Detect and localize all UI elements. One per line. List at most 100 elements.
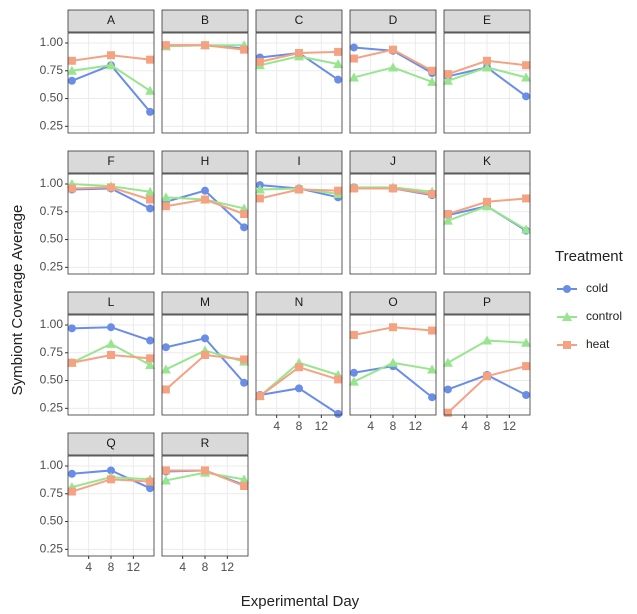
strip-label: I [297,154,300,168]
point [442,215,453,225]
point [67,324,76,333]
strip-label: C [295,13,304,27]
point [427,76,438,86]
point [146,354,155,363]
point [483,197,491,206]
point [349,184,358,193]
point [201,466,209,475]
strip [349,291,437,315]
panel-border [443,173,531,275]
x-tick-label: 4 [367,419,374,433]
strip [161,150,249,174]
point [240,482,249,490]
point [522,362,531,371]
point [240,210,249,218]
strip-label: F [107,154,114,168]
strip-label: K [483,154,491,168]
point [348,376,359,386]
point [334,75,343,84]
panel-border [349,173,437,275]
strip [349,9,437,33]
legend-title: Treatment [555,248,624,265]
point [146,107,155,116]
point [295,185,303,194]
point [254,184,265,194]
y-tick-label: 0.75 [40,345,64,359]
point [160,475,171,485]
strip-label: A [107,13,115,27]
y-tick-label: 0.50 [40,91,64,105]
x-tick-label: 8 [390,419,397,433]
x-tick-label: 12 [409,419,423,433]
point [442,75,453,85]
point [67,358,76,367]
strip-label: J [390,154,396,168]
point [521,224,532,234]
y-tick-label: 1.00 [40,176,64,190]
strip [67,432,155,456]
point [522,194,531,203]
point [349,43,358,52]
point [201,41,209,50]
panel-border [255,173,343,275]
x-tick-label: 12 [127,560,141,574]
strip-label: O [388,295,397,309]
legend-label: cold [586,281,608,295]
x-tick-label: 12 [221,560,235,574]
x-tick-label: 8 [484,419,491,433]
point [240,223,249,232]
legend-label: control [586,309,622,323]
strip-label: B [201,13,209,27]
point [146,195,155,204]
point [67,56,76,65]
point [349,54,358,63]
point [333,59,344,69]
point [146,477,155,486]
point [255,392,264,401]
panel-border [67,314,155,416]
point [107,183,115,192]
panel-border [161,455,249,557]
strip-label: M [200,295,210,309]
point [201,195,209,204]
point [161,202,170,211]
legend-label: heat [586,337,610,351]
y-tick-label: 0.50 [40,514,64,528]
point [482,335,492,345]
point [521,72,532,82]
point [240,45,249,54]
point [483,372,491,381]
strip [255,291,343,315]
point [201,186,209,195]
point [66,65,77,75]
point [145,85,156,95]
point [145,360,156,369]
point [443,408,452,417]
panel-border [255,32,343,134]
strip-label: R [201,436,210,450]
y-tick-label: 0.25 [40,542,64,556]
point [563,285,571,293]
point [521,337,532,347]
x-axis-label: Experimental Day [241,593,360,610]
panel-border [161,32,249,134]
y-tick-label: 0.25 [40,401,64,415]
point [146,484,155,493]
strip-label: H [201,154,210,168]
strip-label: P [483,295,491,309]
strip-label: Q [106,436,115,450]
strip-label: L [108,295,115,309]
point [522,391,531,399]
x-tick-label: 8 [202,560,209,574]
panel-border [443,314,531,416]
y-tick-label: 1.00 [40,317,64,331]
panel-border [349,32,437,134]
point [107,466,115,475]
point [389,184,397,193]
panel-border [349,314,437,416]
point [67,469,76,478]
point [107,351,115,359]
point [106,60,116,70]
point [334,186,343,195]
panel-border [67,32,155,134]
